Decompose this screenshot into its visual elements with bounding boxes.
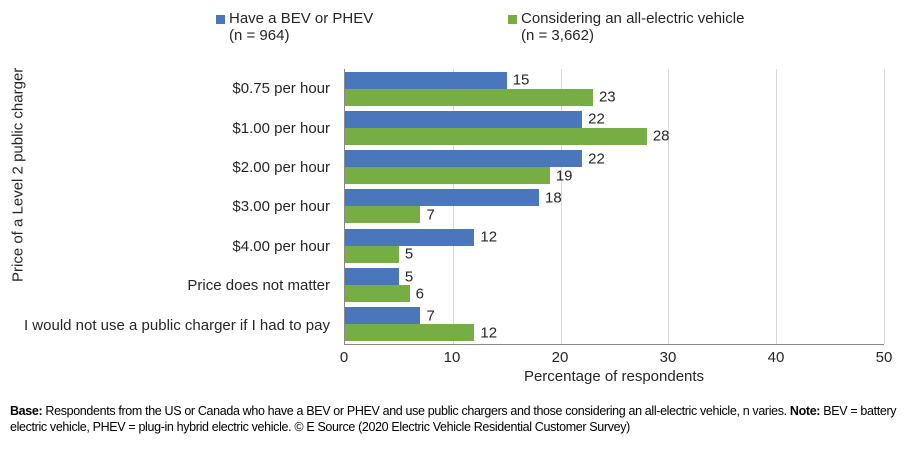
bar-value-label: 22 xyxy=(588,150,605,168)
x-axis-title: Percentage of respondents xyxy=(523,368,705,385)
category-label: $2.00 per hour xyxy=(232,159,330,177)
bar: 23 xyxy=(345,88,616,106)
gridline-10 xyxy=(452,69,454,344)
category-axis: $0.75 per hour $1.00 per hour $2.00 per ho… xyxy=(0,69,337,345)
legend-swatch-green xyxy=(508,15,517,24)
footer-note-text: BEV = battery electric vehicle, PHEV = p… xyxy=(10,404,897,434)
bar-value-label: 28 xyxy=(652,127,670,145)
legend-swatch-blue xyxy=(216,15,225,24)
category-label: I would not use a public charger if I ha… xyxy=(23,316,330,334)
bar-group: 15 23 xyxy=(345,69,884,108)
x-axis-ticks: 0 10 20 30 40 50 xyxy=(340,349,893,367)
x-tick-label: 40 xyxy=(767,349,785,366)
bar: 7 xyxy=(345,307,435,325)
legend-item-considering-ev: Considering an all-electric vehicle (n = … xyxy=(508,10,744,44)
bar: 12 xyxy=(345,324,497,342)
plot-area: 15 23 22 28 22 19 18 7 12 5 5 6 7 12 xyxy=(344,69,885,345)
bar: 7 xyxy=(345,206,435,224)
legend-n-count: (n = 964) xyxy=(229,27,290,44)
bar-group: 12 5 xyxy=(345,226,884,265)
x-tick-label: 10 xyxy=(443,349,461,366)
x-tick-label: 0 xyxy=(339,349,349,366)
gridline-50 xyxy=(884,69,885,344)
bar: 22 xyxy=(345,150,605,168)
category-label: $4.00 per hour xyxy=(232,237,330,255)
footer-note: Base: Respondents from the US or Canada … xyxy=(10,403,908,435)
bar: 19 xyxy=(345,167,573,185)
category-label: Price does not matter xyxy=(187,277,330,295)
bar: 6 xyxy=(345,285,424,303)
bar: 12 xyxy=(345,228,497,246)
bar: 15 xyxy=(345,71,529,89)
category-label: $1.00 per hour xyxy=(232,119,330,137)
legend-label: Considering an all-electric vehicle xyxy=(521,10,745,27)
bar-value-label: 7 xyxy=(426,206,435,224)
bar-value-label: 12 xyxy=(480,228,498,246)
category-label: $0.75 per hour xyxy=(232,80,330,98)
bar-value-label: 5 xyxy=(404,245,414,263)
x-tick-label: 30 xyxy=(659,349,677,366)
bar-group: 22 19 xyxy=(345,148,884,187)
bar-value-label: 23 xyxy=(598,88,616,106)
bar-value-label: 18 xyxy=(545,189,562,207)
legend-n-count: (n = 3,662) xyxy=(521,27,594,44)
bar-group: 7 12 xyxy=(345,305,884,344)
bar: 28 xyxy=(345,127,670,145)
footer-base-text: Respondents from the US or Canada who ha… xyxy=(42,404,790,418)
bar-value-label: 12 xyxy=(480,324,498,342)
category-label: $3.00 per hour xyxy=(232,198,330,216)
gridline-40 xyxy=(776,69,778,344)
bar-value-label: 22 xyxy=(588,110,605,128)
bar-group: 22 28 xyxy=(345,108,884,147)
bar-value-label: 6 xyxy=(415,285,425,303)
bar-group: 18 7 xyxy=(345,187,884,226)
bar-value-label: 15 xyxy=(512,71,530,89)
bar-value-label: 19 xyxy=(555,167,573,185)
bar: 5 xyxy=(345,245,413,263)
bar: 18 xyxy=(345,189,562,207)
bar-rows: 15 23 22 28 22 19 18 7 12 5 5 6 7 12 xyxy=(345,69,884,344)
legend-label: Have a BEV or PHEV xyxy=(229,10,374,27)
x-tick-label: 50 xyxy=(875,349,893,366)
gridline-20 xyxy=(560,69,562,344)
legend-item-have-bev: Have a BEV or PHEV (n = 964) xyxy=(216,10,373,44)
gridline-30 xyxy=(668,69,670,344)
bar-value-label: 7 xyxy=(426,307,435,325)
bar: 22 xyxy=(345,110,605,128)
footer-base-label: Base: xyxy=(10,404,43,418)
footer-note-label: Note: xyxy=(789,404,821,418)
x-tick-label: 20 xyxy=(551,349,569,366)
bar-value-label: 5 xyxy=(404,268,414,286)
bar: 5 xyxy=(345,268,413,286)
